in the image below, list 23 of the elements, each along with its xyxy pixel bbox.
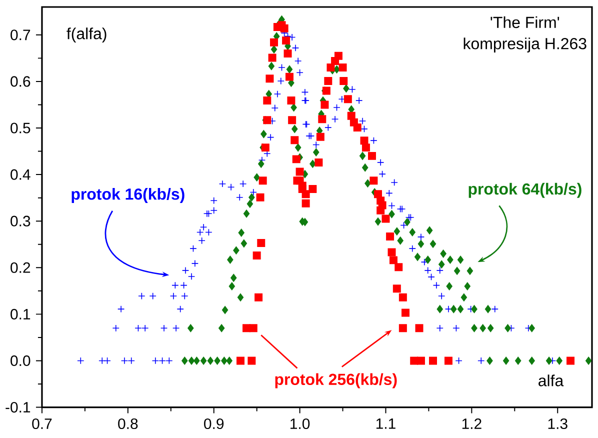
y-axis-title: f(alfa) bbox=[66, 27, 106, 42]
x-tick-label: 1.1 bbox=[376, 418, 396, 429]
x-axis-title: alfa bbox=[538, 374, 564, 386]
x-tick-label: 1.0 bbox=[290, 418, 310, 429]
text: protok 64(kb/s) bbox=[468, 182, 582, 198]
x-tick-label: 1.2 bbox=[462, 418, 482, 429]
y-tick-label: 0.3 bbox=[10, 216, 30, 226]
y-tick-label: -0.1 bbox=[6, 402, 30, 412]
y-tick-label: 0.0 bbox=[10, 355, 30, 366]
y-tick-label: 0.1 bbox=[10, 308, 30, 320]
x-tick-label: 1.3 bbox=[548, 418, 568, 429]
y-tick-label: 0.5 bbox=[10, 122, 30, 134]
text: kompresija H.263 bbox=[464, 37, 586, 52]
legend-label: protok 256(kb/s) bbox=[275, 373, 397, 388]
series-label: protok 16(kb/s) bbox=[72, 188, 184, 203]
y-tick-label: 0.2 bbox=[10, 262, 30, 273]
x-tick-label: 0.7 bbox=[32, 418, 52, 429]
chart-title: 'The Firm' bbox=[490, 16, 560, 28]
y-tick-label: 0.7 bbox=[10, 30, 30, 40]
x-tick-label: 0.9 bbox=[204, 418, 224, 429]
y-tick-label: 0.6 bbox=[10, 76, 30, 87]
y-tick-label: 0.4 bbox=[10, 169, 30, 180]
x-tick-label: 0.8 bbox=[118, 418, 138, 429]
